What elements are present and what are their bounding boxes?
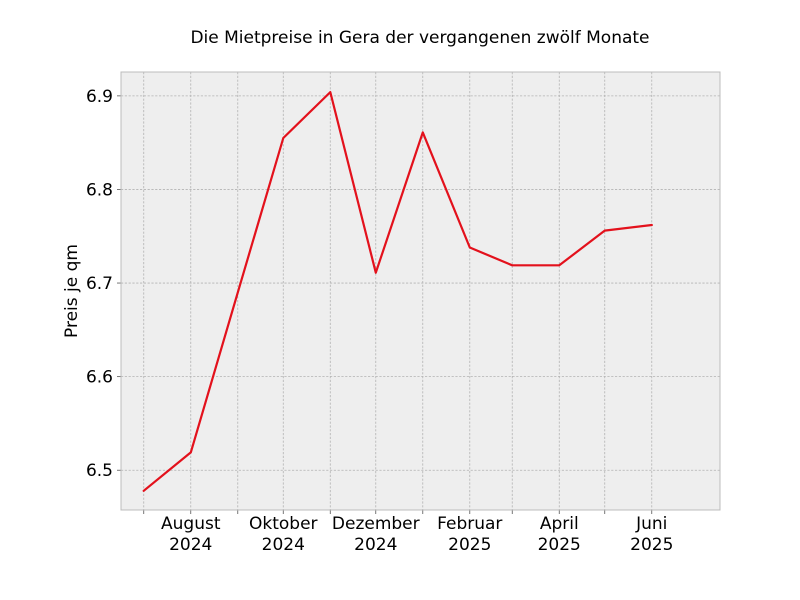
x-tick-label: Februar 2025 — [437, 514, 502, 555]
y-tick-label: 6.6 — [86, 368, 113, 388]
y-tick-label: 6.8 — [86, 180, 113, 200]
x-axis: August 2024 Oktober 2024 Dezember 2024 Februar… — [143, 510, 673, 555]
x-tick-label: Juni 2025 — [630, 514, 673, 555]
x-tick-label: August 2024 — [161, 514, 221, 555]
plot-area — [121, 72, 720, 510]
plot-frame — [120, 71, 721, 511]
x-tick-label: Oktober 2024 — [249, 514, 318, 555]
y-tick-label: 6.9 — [86, 87, 113, 107]
y-tick-label: 6.5 — [86, 461, 113, 481]
y-axis-label: Preis je qm — [62, 244, 82, 338]
y-tick-label: 6.7 — [86, 274, 113, 294]
grid-lines — [121, 72, 720, 510]
x-tick-label: Dezember 2024 — [332, 514, 420, 555]
series-line — [142, 90, 653, 492]
x-tick-label: April 2025 — [538, 514, 581, 555]
chart-title: Die Mietpreise in Gera der vergangenen z… — [190, 28, 649, 48]
series-group — [142, 90, 653, 492]
y-axis: 6.5 6.6 6.7 6.8 6.9 — [86, 87, 121, 481]
